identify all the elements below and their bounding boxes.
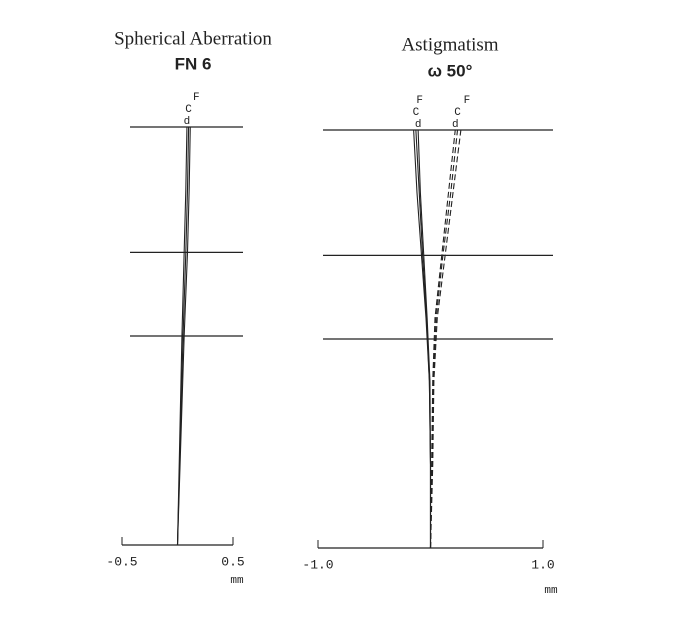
series-label: d bbox=[184, 116, 191, 128]
x-axis-label: mm bbox=[544, 585, 558, 597]
x-tick-label: -1.0 bbox=[302, 557, 333, 572]
aberration-curve bbox=[176, 126, 188, 546]
aberration-curve bbox=[429, 129, 462, 549]
series-label: d bbox=[415, 119, 422, 131]
series-label: C bbox=[454, 107, 461, 119]
x-tick-label: -0.5 bbox=[106, 554, 137, 569]
series-label: F bbox=[193, 92, 200, 104]
aberration-curve bbox=[417, 129, 432, 548]
series-label: F bbox=[416, 95, 423, 107]
aberration-curve bbox=[429, 129, 456, 549]
chart-title: Astigmatism bbox=[401, 34, 498, 55]
chart-subtitle: FN 6 bbox=[175, 54, 212, 73]
x-tick-label: 0.5 bbox=[221, 554, 244, 569]
series-label: C bbox=[413, 107, 420, 119]
x-axis-label: mm bbox=[230, 575, 244, 587]
chart-subtitle: ω 50° bbox=[428, 61, 473, 80]
x-tick-label: 1.0 bbox=[531, 557, 554, 572]
series-label: C bbox=[185, 104, 192, 116]
aberration-curve bbox=[429, 129, 459, 549]
chart-title: Spherical Aberration bbox=[114, 28, 272, 49]
series-label: F bbox=[464, 95, 471, 107]
series-label: d bbox=[452, 119, 459, 131]
